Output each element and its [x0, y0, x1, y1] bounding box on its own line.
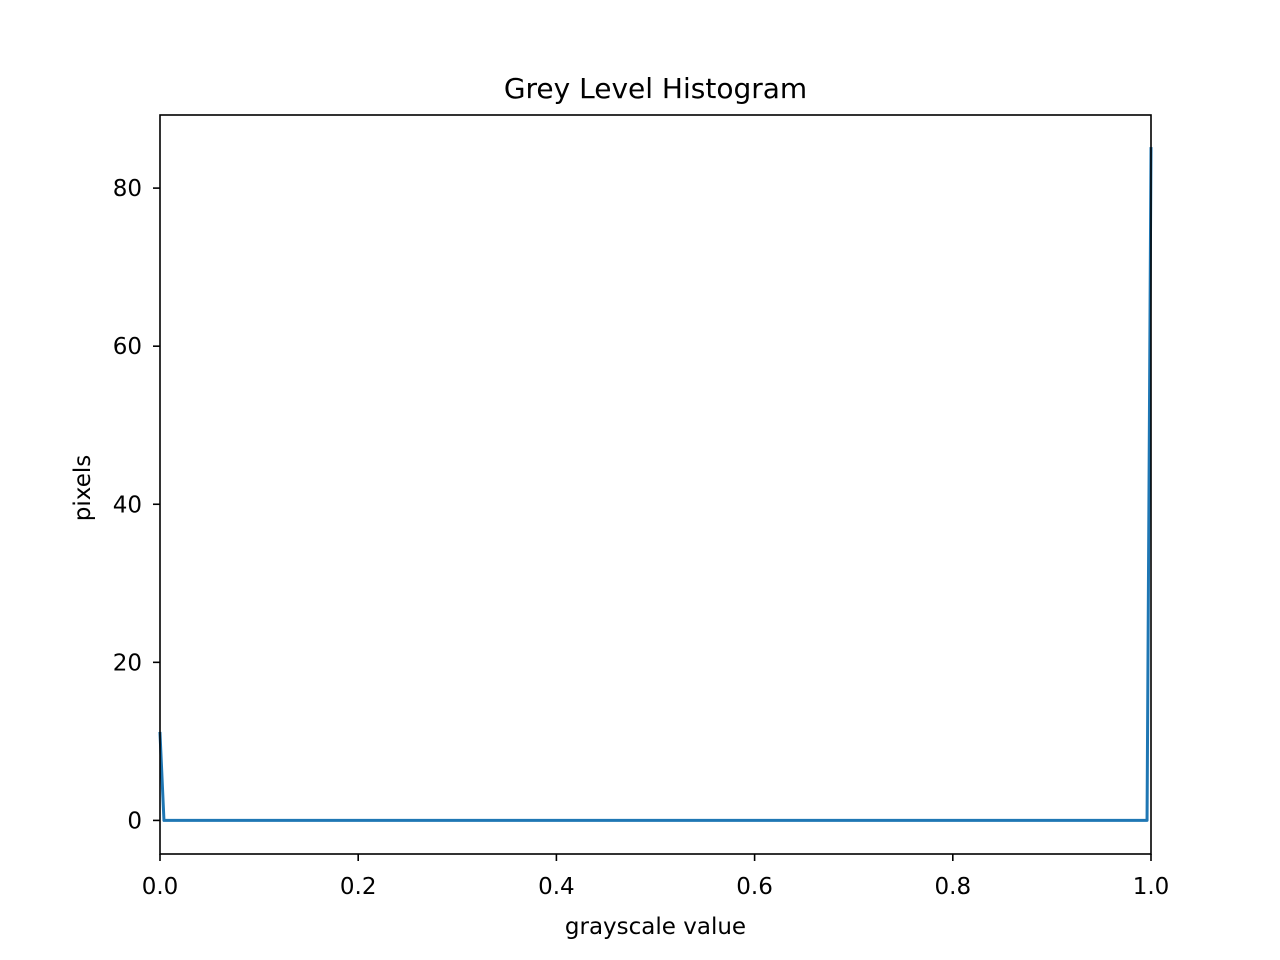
y-tick-label: 80 — [113, 176, 142, 202]
x-tick-label: 0.6 — [736, 874, 773, 900]
y-tick-label: 20 — [113, 650, 142, 676]
x-axis-title: grayscale value — [565, 914, 746, 940]
x-tick-label: 0.2 — [340, 874, 377, 900]
x-tick-label: 0.4 — [538, 874, 575, 900]
y-tick-label: 60 — [113, 334, 142, 360]
y-axis-ticks: 0 20 40 60 80 — [113, 176, 160, 834]
chart-title: Grey Level Histogram — [504, 72, 807, 105]
plot-area — [158, 114, 1153, 855]
x-tick-label: 0.0 — [142, 874, 179, 900]
x-tick-label: 0.8 — [935, 874, 972, 900]
y-tick-label: 0 — [127, 808, 142, 834]
axes-frame — [159, 114, 1152, 855]
y-axis-title: pixels — [70, 455, 96, 521]
x-tick-label: 1.0 — [1133, 874, 1170, 900]
series-line-0 — [158, 147, 1153, 822]
x-axis-ticks: 0.0 0.2 0.4 0.6 0.8 1.0 — [142, 854, 1170, 900]
y-tick-label: 40 — [113, 492, 142, 518]
